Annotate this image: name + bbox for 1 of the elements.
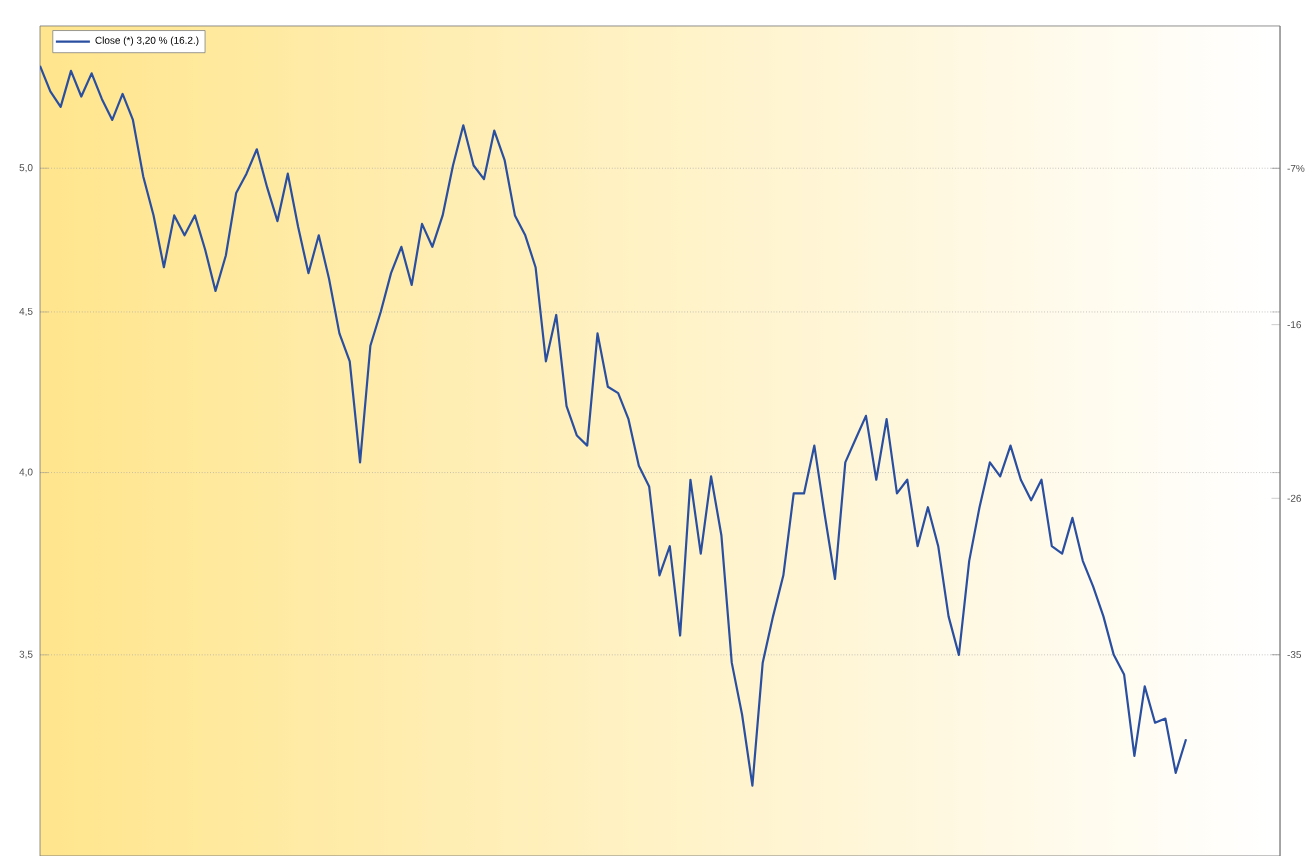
line-series <box>40 64 1188 787</box>
